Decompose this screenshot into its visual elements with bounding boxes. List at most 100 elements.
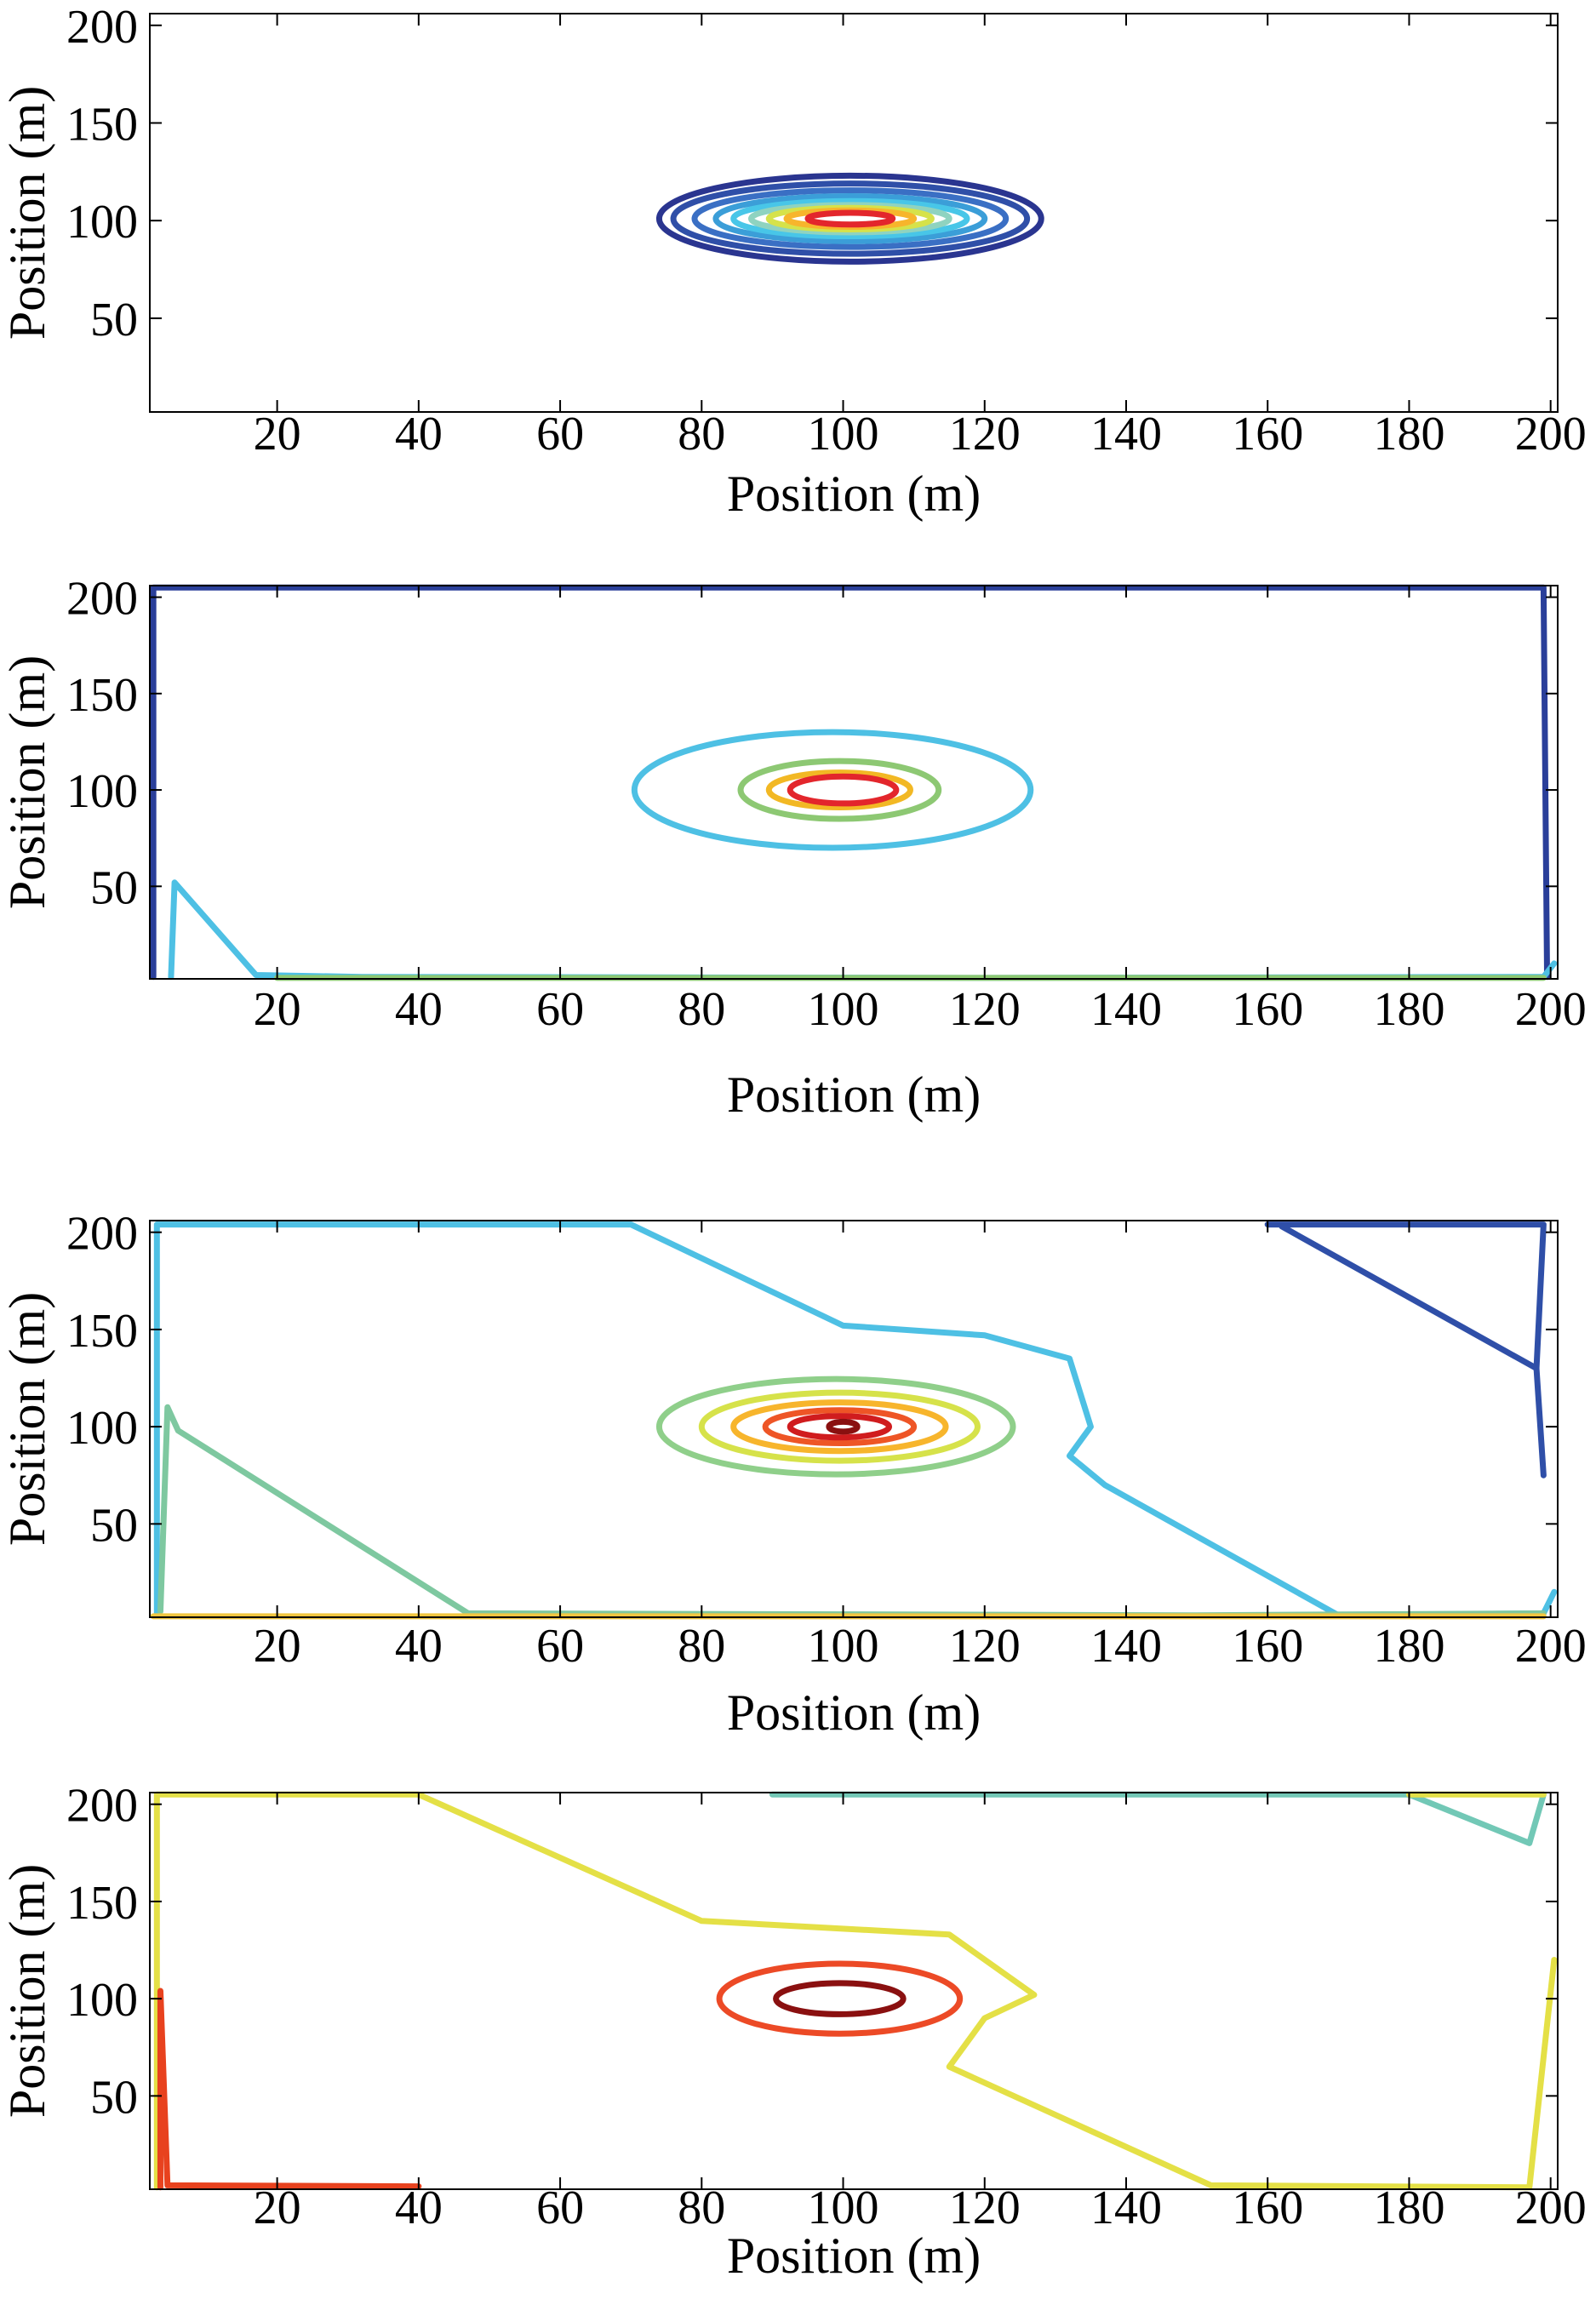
x-tick-label: 100 [808,1620,879,1673]
x-tick-label: 140 [1090,983,1162,1036]
x-tick-label: 120 [949,2182,1021,2234]
x-tick-label: 40 [395,2182,443,2234]
x-tick-label: 20 [254,2182,301,2234]
plot-area [150,1221,1558,1620]
contour-line [804,209,896,228]
x-tick-label: 80 [678,1620,725,1673]
x-tick-label: 20 [254,983,301,1036]
contour-line [157,1988,422,2191]
plot-area [655,172,1044,265]
x-tick-label: 20 [254,1620,301,1673]
x-tick-label: 180 [1373,2182,1444,2234]
contour-line [730,1399,949,1455]
contour-line [655,1376,1016,1478]
axes-frame [149,13,1559,413]
contour-line [787,773,900,807]
axes-frame [149,585,1559,980]
contour-line [691,187,1010,250]
x-tick-label: 200 [1515,1620,1587,1673]
y-tick-label: 50 [90,861,138,914]
contour-line [716,1960,964,2037]
x-tick-label: 60 [536,2182,584,2234]
y-tick-label: 100 [66,1402,138,1455]
contour-line [150,584,1551,981]
y-tick-label: 100 [66,765,138,818]
y-tick-label: 50 [90,294,138,346]
x-tick-label: 60 [536,408,584,460]
x-tick-label: 140 [1090,2182,1162,2234]
contour-line [631,729,1034,851]
x-tick-label: 200 [1515,2182,1587,2234]
x-tick-label: 200 [1515,408,1587,460]
x-axis-label: Position (m) [727,466,981,522]
y-axis-label: Position (m) [0,1292,55,1546]
x-axis-label: Position (m) [727,2228,981,2284]
y-tick-label: 100 [66,196,138,249]
x-tick-label: 160 [1232,983,1303,1036]
y-axis-label: Position (m) [0,655,55,909]
y-tick-label: 200 [66,1208,138,1261]
x-tick-label: 180 [1373,408,1444,460]
y-axis-label: Position (m) [0,1864,55,2118]
x-tick-label: 100 [808,983,879,1036]
contour-line [168,879,1558,981]
x-tick-label: 80 [678,2182,725,2234]
x-tick-label: 40 [395,1620,443,1673]
contour-panel-1: 20 40 60 80 100 120 140 160 180 20050100150200Pos… [0,1,1587,522]
x-tick-label: 120 [949,1620,1021,1673]
x-tick-label: 60 [536,983,584,1036]
x-tick-label: 60 [536,1620,584,1673]
x-tick-label: 40 [395,408,443,460]
contour-line [153,1791,1558,2191]
x-tick-label: 140 [1090,1620,1162,1673]
contour-panel-4: 20 40 60 80 100 120 140 160 180 20050100150200Pos… [0,1780,1587,2284]
x-axis-label: Position (m) [727,1684,981,1741]
axes-frame [149,1792,1559,2190]
y-tick-label: 150 [66,1305,138,1358]
x-tick-label: 160 [1232,2182,1303,2234]
contour-line [773,1980,907,2017]
x-tick-label: 20 [254,408,301,460]
x-tick-label: 120 [949,983,1021,1036]
y-tick-label: 50 [90,1499,138,1552]
contour-line [737,758,942,822]
axes-frame [149,1220,1559,1618]
contour-line [730,197,970,240]
contour-line [670,180,1031,257]
contour-line [712,193,988,244]
x-tick-label: 160 [1232,1620,1303,1673]
x-tick-label: 160 [1232,408,1303,460]
contour-line [1264,1221,1547,1372]
contour-line [769,1791,1547,1846]
x-tick-label: 120 [949,408,1021,460]
y-tick-label: 150 [66,1877,138,1930]
y-tick-label: 150 [66,669,138,722]
y-tick-label: 200 [66,1780,138,1833]
x-tick-label: 180 [1373,983,1444,1036]
x-tick-label: 140 [1090,408,1162,460]
x-tick-label: 100 [808,408,879,460]
contour-line [762,1407,918,1447]
contour-line [787,1413,893,1441]
contour-line [826,1418,861,1435]
y-axis-label: Position (m) [0,86,55,340]
y-tick-label: 150 [66,98,138,151]
contour-line [655,172,1044,265]
y-tick-label: 200 [66,1,138,54]
x-tick-label: 100 [808,2182,879,2234]
contour-panel-3: 20 40 60 80 100 120 140 160 180 20050100150200Pos… [0,1208,1587,1741]
x-tick-label: 40 [395,983,443,1036]
x-tick-label: 80 [678,408,725,460]
plot-area [150,584,1558,981]
contour-panel-2: 20 40 60 80 100 120 140 160 180 20050100150200Pos… [0,573,1587,1123]
plot-area [153,1791,1558,2191]
contour-line [1533,1365,1547,1479]
contour-line [153,1221,1558,1619]
contour-line [765,769,913,810]
y-tick-label: 50 [90,2071,138,2124]
contour-line [698,1389,981,1464]
x-tick-label: 200 [1515,983,1587,1036]
x-axis-label: Position (m) [727,1067,981,1123]
x-tick-label: 80 [678,983,725,1036]
